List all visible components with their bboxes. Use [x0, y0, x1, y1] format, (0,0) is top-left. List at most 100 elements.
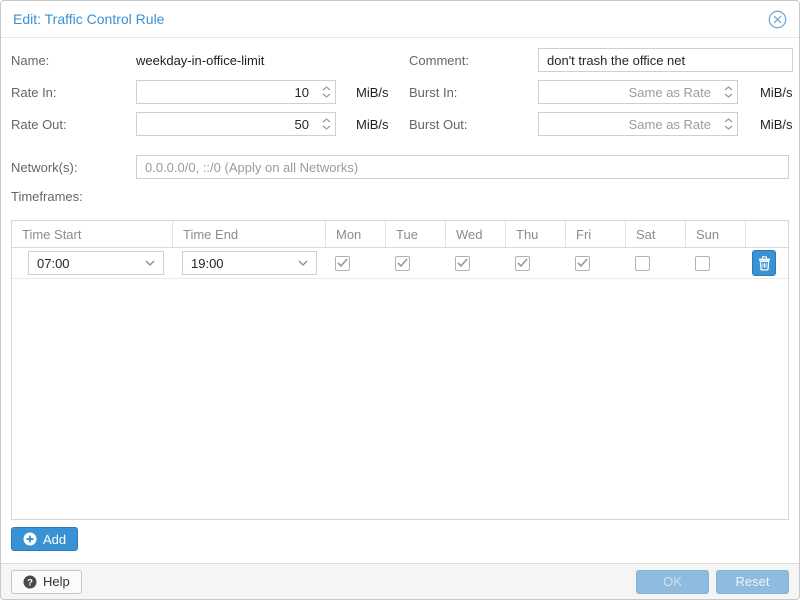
rate-in-input[interactable]	[136, 80, 336, 104]
rate-in-unit: MiB/s	[356, 84, 389, 100]
svg-text:?: ?	[27, 577, 33, 588]
time-end-value: 19:00	[191, 255, 224, 271]
chevron-down-icon	[145, 260, 155, 266]
name-row: Name: weekday-in-office-limit	[11, 48, 399, 72]
spinner-down-icon	[724, 93, 733, 98]
thu-checkbox[interactable]	[515, 255, 530, 271]
sun-checkbox[interactable]	[695, 255, 710, 271]
column-header-mon[interactable]: Mon	[326, 221, 386, 247]
rate-out-row: Rate Out: MiB/s	[11, 112, 399, 136]
spinner-down-icon	[724, 125, 733, 130]
check-icon	[577, 258, 588, 268]
timeframes-table: Time Start Time End Mon Tue Wed Thu Fri …	[11, 220, 789, 520]
rate-out-input[interactable]	[136, 112, 336, 136]
question-circle-icon: ?	[23, 575, 37, 588]
burst-in-field	[538, 80, 738, 104]
burst-out-label: Burst Out:	[409, 116, 468, 132]
fri-cell	[566, 248, 626, 278]
rate-in-spinner[interactable]	[322, 80, 331, 104]
column-header-wed[interactable]: Wed	[446, 221, 506, 247]
help-button[interactable]: ? Help	[11, 569, 82, 594]
thu-cell	[506, 248, 566, 278]
form-grid: Name: weekday-in-office-limit Rate In: M…	[11, 48, 793, 144]
chevron-down-icon	[298, 260, 308, 266]
wed-checkbox[interactable]	[455, 255, 470, 271]
burst-in-input[interactable]	[538, 80, 738, 104]
column-header-actions	[746, 221, 788, 247]
mon-checkbox[interactable]	[335, 255, 350, 271]
rate-in-row: Rate In: MiB/s	[11, 80, 399, 104]
help-button-label: Help	[43, 574, 70, 589]
trash-icon	[758, 255, 770, 271]
burst-out-spinner[interactable]	[724, 112, 733, 136]
burst-in-row: Burst In: MiB/s	[409, 80, 793, 104]
spinner-up-icon	[322, 86, 331, 91]
rate-out-label: Rate Out:	[11, 116, 67, 132]
check-icon	[337, 258, 348, 268]
mon-cell	[326, 248, 386, 278]
tue-checkbox[interactable]	[395, 255, 410, 271]
sat-checkbox[interactable]	[635, 255, 650, 271]
dialog-body: Name: weekday-in-office-limit Rate In: M…	[1, 38, 799, 563]
column-header-sun[interactable]: Sun	[686, 221, 746, 247]
plus-circle-icon	[23, 532, 37, 546]
rate-out-unit: MiB/s	[356, 116, 389, 132]
actions-cell	[746, 248, 788, 278]
rate-out-spinner[interactable]	[322, 112, 331, 136]
wed-cell	[446, 248, 506, 278]
dialog-footer: ? Help OK Reset	[1, 563, 799, 599]
networks-label: Network(s):	[11, 159, 78, 175]
time-start-combobox[interactable]: 07:00	[28, 251, 164, 275]
table-row: 07:00 19:00	[12, 248, 788, 279]
column-header-tue[interactable]: Tue	[386, 221, 446, 247]
burst-out-unit: MiB/s	[760, 116, 793, 132]
sun-cell	[686, 248, 746, 278]
rate-in-field	[136, 80, 336, 104]
timeframes-label: Timeframes:	[11, 189, 83, 204]
time-end-cell: 19:00	[173, 248, 326, 278]
rate-in-label: Rate In:	[11, 84, 57, 100]
spinner-up-icon	[724, 118, 733, 123]
form-column-right: Comment: Burst In: MiB/s	[399, 48, 793, 144]
column-header-sat[interactable]: Sat	[626, 221, 686, 247]
rate-out-field	[136, 112, 336, 136]
reset-button[interactable]: Reset	[716, 569, 789, 594]
form-column-left: Name: weekday-in-office-limit Rate In: M…	[11, 48, 399, 144]
column-header-thu[interactable]: Thu	[506, 221, 566, 247]
column-header-fri[interactable]: Fri	[566, 221, 626, 247]
comment-label: Comment:	[409, 52, 469, 68]
name-value: weekday-in-office-limit	[136, 52, 265, 68]
fri-checkbox[interactable]	[575, 255, 590, 271]
burst-in-label: Burst In:	[409, 84, 458, 100]
spinner-down-icon	[322, 125, 331, 130]
dialog-title: Edit: Traffic Control Rule	[13, 11, 165, 27]
table-empty-area	[12, 279, 788, 519]
networks-input[interactable]	[136, 155, 789, 179]
ok-button[interactable]: OK	[636, 569, 709, 594]
time-start-value: 07:00	[37, 255, 70, 271]
time-end-combobox[interactable]: 19:00	[182, 251, 317, 275]
close-icon[interactable]	[767, 9, 787, 29]
column-header-time-start[interactable]: Time Start	[12, 221, 173, 247]
check-icon	[397, 258, 408, 268]
time-start-cell: 07:00	[12, 248, 173, 278]
table-header-row: Time Start Time End Mon Tue Wed Thu Fri …	[12, 221, 788, 248]
comment-input[interactable]	[538, 48, 793, 72]
burst-out-input[interactable]	[538, 112, 738, 136]
name-label: Name:	[11, 52, 50, 68]
networks-row: Network(s):	[11, 155, 789, 179]
burst-out-row: Burst Out: MiB/s	[409, 112, 793, 136]
spinner-up-icon	[724, 86, 733, 91]
sat-cell	[626, 248, 686, 278]
check-icon	[457, 258, 468, 268]
burst-in-unit: MiB/s	[760, 84, 793, 100]
spinner-down-icon	[322, 93, 331, 98]
burst-out-field	[538, 112, 738, 136]
column-header-time-end[interactable]: Time End	[173, 221, 326, 247]
delete-row-button[interactable]	[752, 250, 776, 276]
add-button[interactable]: Add	[11, 527, 79, 551]
burst-in-spinner[interactable]	[724, 80, 733, 104]
spinner-up-icon	[322, 118, 331, 123]
tue-cell	[386, 248, 446, 278]
